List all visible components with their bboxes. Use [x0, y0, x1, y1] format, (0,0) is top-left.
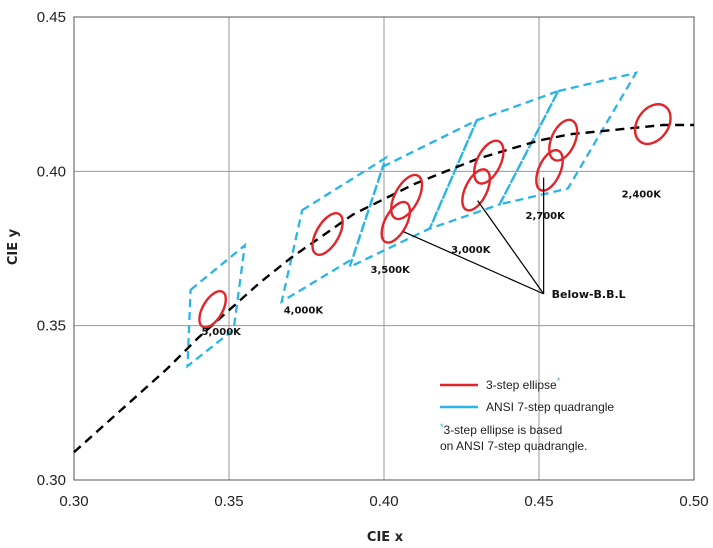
cct-labels: 5,000K 4,000K 3,500K 3,000K 2,700K 2,400K — [202, 190, 663, 338]
below-bbl-label: Below-B.B.L — [552, 288, 626, 301]
legend-note-line-2: on ANSI 7-step quadrangle. — [440, 439, 587, 453]
ellipse — [548, 118, 579, 162]
quadrangle — [427, 89, 561, 231]
cct-label: 2,400K — [622, 190, 663, 201]
x-tick-label: 0.30 — [59, 493, 88, 510]
legend: 3-step ellipse* ANSI 7-step quadrangle *… — [440, 376, 614, 453]
cct-label: 3,500K — [371, 265, 412, 276]
ellipse — [472, 139, 505, 185]
quadrangle — [497, 71, 639, 207]
x-tick-labels: 0.30 0.35 0.40 0.45 0.50 — [59, 493, 708, 510]
ansi-quadrangles — [186, 71, 639, 369]
y-axis-label: CIE y — [6, 228, 21, 265]
legend-ellipse-text: 3-step ellipse — [486, 378, 557, 392]
x-tick-label: 0.50 — [679, 493, 708, 510]
y-tick-label: 0.30 — [37, 472, 66, 489]
ellipse — [198, 290, 228, 329]
y-tick-labels: 0.30 0.35 0.40 0.45 — [37, 9, 66, 489]
x-axis-label: CIE x — [367, 530, 404, 545]
ellipse — [380, 200, 412, 244]
ellipse — [461, 168, 492, 212]
cct-label: 4,000K — [284, 305, 325, 316]
legend-ellipse-mark: * — [557, 376, 561, 386]
legend-quadrangle-label: ANSI 7-step quadrangle — [486, 400, 614, 414]
y-tick-label: 0.35 — [37, 318, 66, 335]
quadrangle — [186, 242, 247, 369]
ellipse — [633, 103, 672, 146]
blackbody-locus-line — [73, 123, 694, 454]
legend-note-text-1: 3-step ellipse is based — [444, 423, 563, 437]
cct-label: 3,000K — [451, 245, 492, 256]
x-tick-label: 0.45 — [524, 493, 553, 510]
below-bbl-leader-line — [477, 200, 545, 295]
ellipse — [535, 148, 564, 192]
cct-label: 2,700K — [526, 211, 567, 222]
ellipse — [390, 173, 424, 221]
ellipse — [311, 212, 344, 256]
below-bbl-leader-lines — [402, 177, 545, 295]
below-bbl-leader-line — [402, 230, 544, 295]
x-tick-label: 0.40 — [369, 493, 398, 510]
legend-ellipse-label: 3-step ellipse* — [486, 376, 561, 392]
step-ellipses — [198, 103, 672, 329]
y-tick-label: 0.45 — [37, 9, 66, 26]
cct-label: 5,000K — [202, 327, 243, 338]
quadrangle — [279, 155, 388, 304]
y-tick-label: 0.40 — [37, 163, 66, 180]
x-tick-label: 0.35 — [214, 493, 243, 510]
legend-note-line-1: *3-step ellipse is based — [440, 422, 562, 437]
legend-note-mark: * — [440, 422, 444, 432]
plot-frame — [73, 16, 695, 481]
